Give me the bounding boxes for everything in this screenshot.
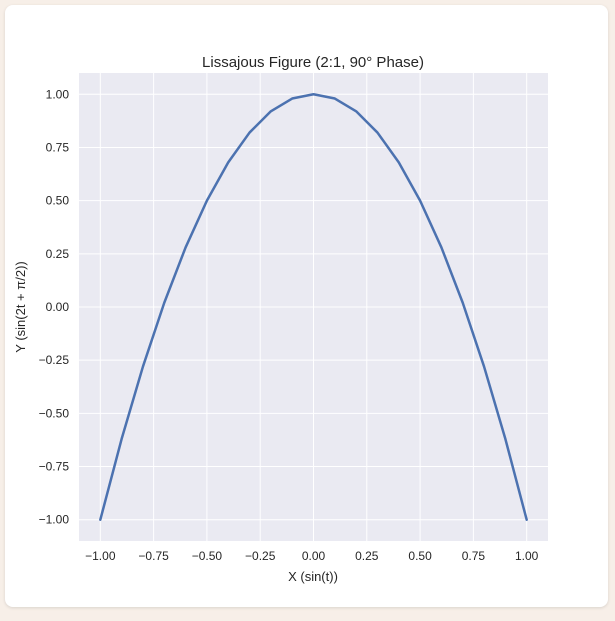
y-tick-label: −0.25 — [39, 353, 70, 367]
x-tick-label: −1.00 — [85, 549, 116, 563]
x-tick-label: 0.75 — [462, 549, 486, 563]
x-axis-label: X (sin(t)) — [288, 569, 338, 584]
y-tick-label: 0.75 — [46, 140, 70, 154]
x-tick-label: 0.00 — [302, 549, 326, 563]
x-tick-label: 1.00 — [515, 549, 539, 563]
y-tick-label: 0.00 — [46, 300, 70, 314]
y-tick-label: 0.25 — [46, 247, 70, 261]
grid-lines — [79, 73, 548, 541]
x-tick-label: −0.50 — [192, 549, 223, 563]
y-tick-label: −0.50 — [39, 406, 70, 420]
y-tick-label: 0.50 — [46, 194, 70, 208]
x-tick-label: 0.50 — [408, 549, 432, 563]
y-tick-label: −1.00 — [39, 513, 70, 527]
series-layer — [99, 93, 528, 521]
y-axis-label: Y (sin(2t + π/2)) — [13, 261, 28, 352]
series-line — [99, 93, 528, 521]
x-axis-ticks: −1.00 −0.75 −0.50 −0.25 0.00 0.25 0.50 0.75 1.00 — [85, 549, 539, 563]
y-tick-label: 1.00 — [46, 87, 70, 101]
x-tick-label: −0.75 — [138, 549, 169, 563]
x-tick-label: −0.25 — [245, 549, 276, 563]
y-tick-label: −0.75 — [39, 460, 70, 474]
x-tick-label: 0.25 — [355, 549, 379, 563]
y-axis-ticks: 1.00 0.75 0.50 0.25 0.00 −0.25 −0.50 −0.75 −1.00 — [39, 87, 70, 526]
chart-title: Lissajous Figure (2:1, 90° Phase) — [202, 54, 424, 71]
